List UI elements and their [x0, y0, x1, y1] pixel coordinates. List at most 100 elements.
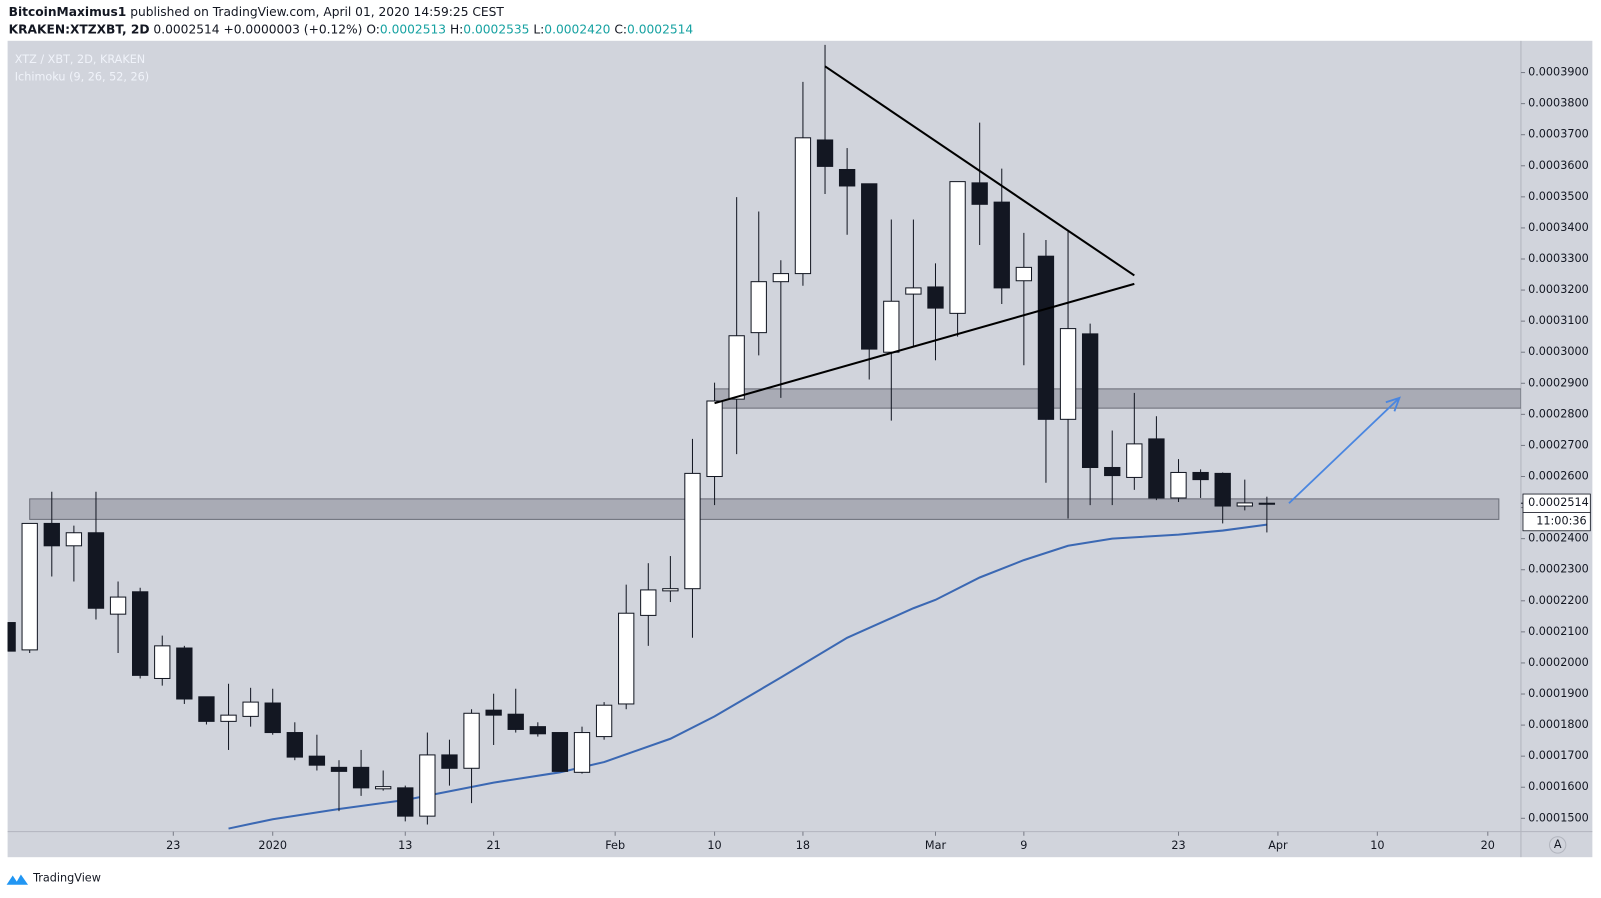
- candle-body: [706, 400, 723, 478]
- candle-body: [905, 287, 922, 295]
- y-tick-label: 0.0002200: [1528, 594, 1589, 607]
- footer: TradingView: [32, 872, 101, 885]
- countdown: 11:00:36: [1536, 515, 1586, 528]
- y-tick-label: 0.0001700: [1528, 749, 1589, 762]
- candle-body: [131, 591, 149, 676]
- candle-body: [1037, 255, 1055, 420]
- candle-body: [816, 139, 834, 167]
- candle-body: [529, 726, 546, 735]
- candle-body: [1081, 333, 1099, 469]
- symbol: KRAKEN:XTZXBT, 2D: [9, 22, 150, 36]
- y-tick-label: 0.0002700: [1528, 438, 1589, 451]
- tv-logo: [6, 874, 29, 885]
- last-price-label: 0.0002514: [1528, 496, 1589, 509]
- c-value: 0.0002514: [627, 22, 693, 36]
- zone: [29, 498, 1500, 520]
- y-tick-label: 0.0001900: [1528, 687, 1589, 700]
- candle-body: [330, 766, 348, 772]
- candle-body: [684, 472, 701, 590]
- candle-body: [7, 622, 16, 652]
- candle-body: [264, 702, 281, 734]
- candle-body: [286, 732, 303, 758]
- candle-body: [198, 696, 215, 722]
- candle-body: [87, 532, 105, 609]
- candle-body: [861, 183, 878, 350]
- candle-body: [441, 754, 458, 769]
- candle-body: [154, 645, 171, 679]
- legend-symbol: XTZ / XBT, 2D, KRAKEN: [15, 53, 145, 66]
- scale-button-label[interactable]: A: [1554, 838, 1562, 851]
- candle-body: [750, 281, 767, 334]
- candle-body: [419, 754, 436, 817]
- author: BitcoinMaximus1: [9, 5, 127, 19]
- h-label: H:: [450, 22, 463, 36]
- y-tick-label: 0.0003100: [1528, 314, 1589, 327]
- header-line-1: BitcoinMaximus1 published on TradingView…: [9, 5, 505, 19]
- candle-body: [397, 787, 414, 817]
- x-tick-label: 20: [1481, 839, 1495, 852]
- candle-body: [463, 712, 480, 769]
- candle-body: [1059, 328, 1077, 420]
- y-tick-label: 0.0001800: [1528, 718, 1589, 731]
- l-label: L:: [533, 22, 544, 36]
- o-label: O:: [366, 22, 380, 36]
- last: 0.0002514: [153, 22, 219, 36]
- scale-button[interactable]: [1549, 836, 1567, 854]
- legend-indicator: Ichimoku (9, 26, 52, 26): [15, 71, 149, 84]
- published: published on TradingView.com, April 01, …: [130, 5, 504, 19]
- y-tick-label: 0.0002900: [1528, 376, 1589, 389]
- candle-body: [993, 201, 1010, 289]
- candle-body: [485, 709, 502, 716]
- candle-body: [43, 522, 60, 547]
- y-tick-label: 0.0001500: [1528, 811, 1589, 824]
- y-tick-label: 0.0002100: [1528, 625, 1589, 638]
- y-tick-label: 0.0003900: [1528, 66, 1589, 79]
- candle-body: [662, 588, 679, 592]
- y-tick-label: 0.0003700: [1528, 128, 1589, 141]
- candle-body: [1170, 471, 1187, 499]
- candle-body: [1236, 502, 1253, 507]
- x-tick-label: Mar: [925, 839, 947, 852]
- y-tick-label: 0.0002800: [1528, 407, 1589, 420]
- arrow: [1288, 396, 1401, 504]
- y-tick-label: 0.0003200: [1528, 283, 1589, 296]
- y-tick-label: 0.0003000: [1528, 345, 1589, 358]
- candle-body: [618, 612, 635, 705]
- candle-body: [21, 522, 38, 651]
- y-tick-label: 0.0001600: [1528, 780, 1589, 793]
- l-value: 0.0002420: [544, 22, 610, 36]
- candle-body: [838, 168, 856, 187]
- y-tick-label: 0.0002000: [1528, 656, 1589, 669]
- candle-body: [595, 704, 613, 738]
- x-tick-label: 10: [707, 839, 721, 852]
- candle-body: [949, 181, 966, 314]
- candle-body: [927, 286, 944, 309]
- candle-body: [794, 137, 812, 275]
- x-tick-label: 18: [796, 839, 810, 852]
- x-tick-label: 2020: [258, 839, 287, 852]
- x-tick-label: 23: [1171, 839, 1185, 852]
- x-tick-label: Apr: [1268, 839, 1288, 852]
- y-tick-label: 0.0002600: [1528, 470, 1589, 483]
- candle-body: [1214, 472, 1231, 507]
- y-tick-label: 0.0003300: [1528, 252, 1589, 265]
- plot: [7, 44, 1521, 830]
- o-value: 0.0002513: [380, 22, 446, 36]
- trendline: [824, 65, 1135, 277]
- x-tick-label: 23: [166, 839, 180, 852]
- c-label: C:: [614, 22, 627, 36]
- y-tick-label: 0.0002300: [1528, 563, 1589, 576]
- header-line-2: KRAKEN:XTZXBT, 2D 0.0002514 +0.0000003 (…: [9, 22, 694, 36]
- candle-body: [551, 732, 569, 772]
- y-tick-label: 0.0003600: [1528, 159, 1589, 172]
- candle-body: [772, 273, 790, 283]
- candle-body: [308, 755, 326, 766]
- y-tick-label: 0.0003500: [1528, 190, 1589, 203]
- candle-body: [176, 647, 193, 700]
- candle-body: [1104, 466, 1121, 477]
- y-tick-label: 0.0003400: [1528, 221, 1589, 234]
- y-tick-label: 0.0002400: [1528, 532, 1589, 545]
- candle-body: [375, 786, 392, 790]
